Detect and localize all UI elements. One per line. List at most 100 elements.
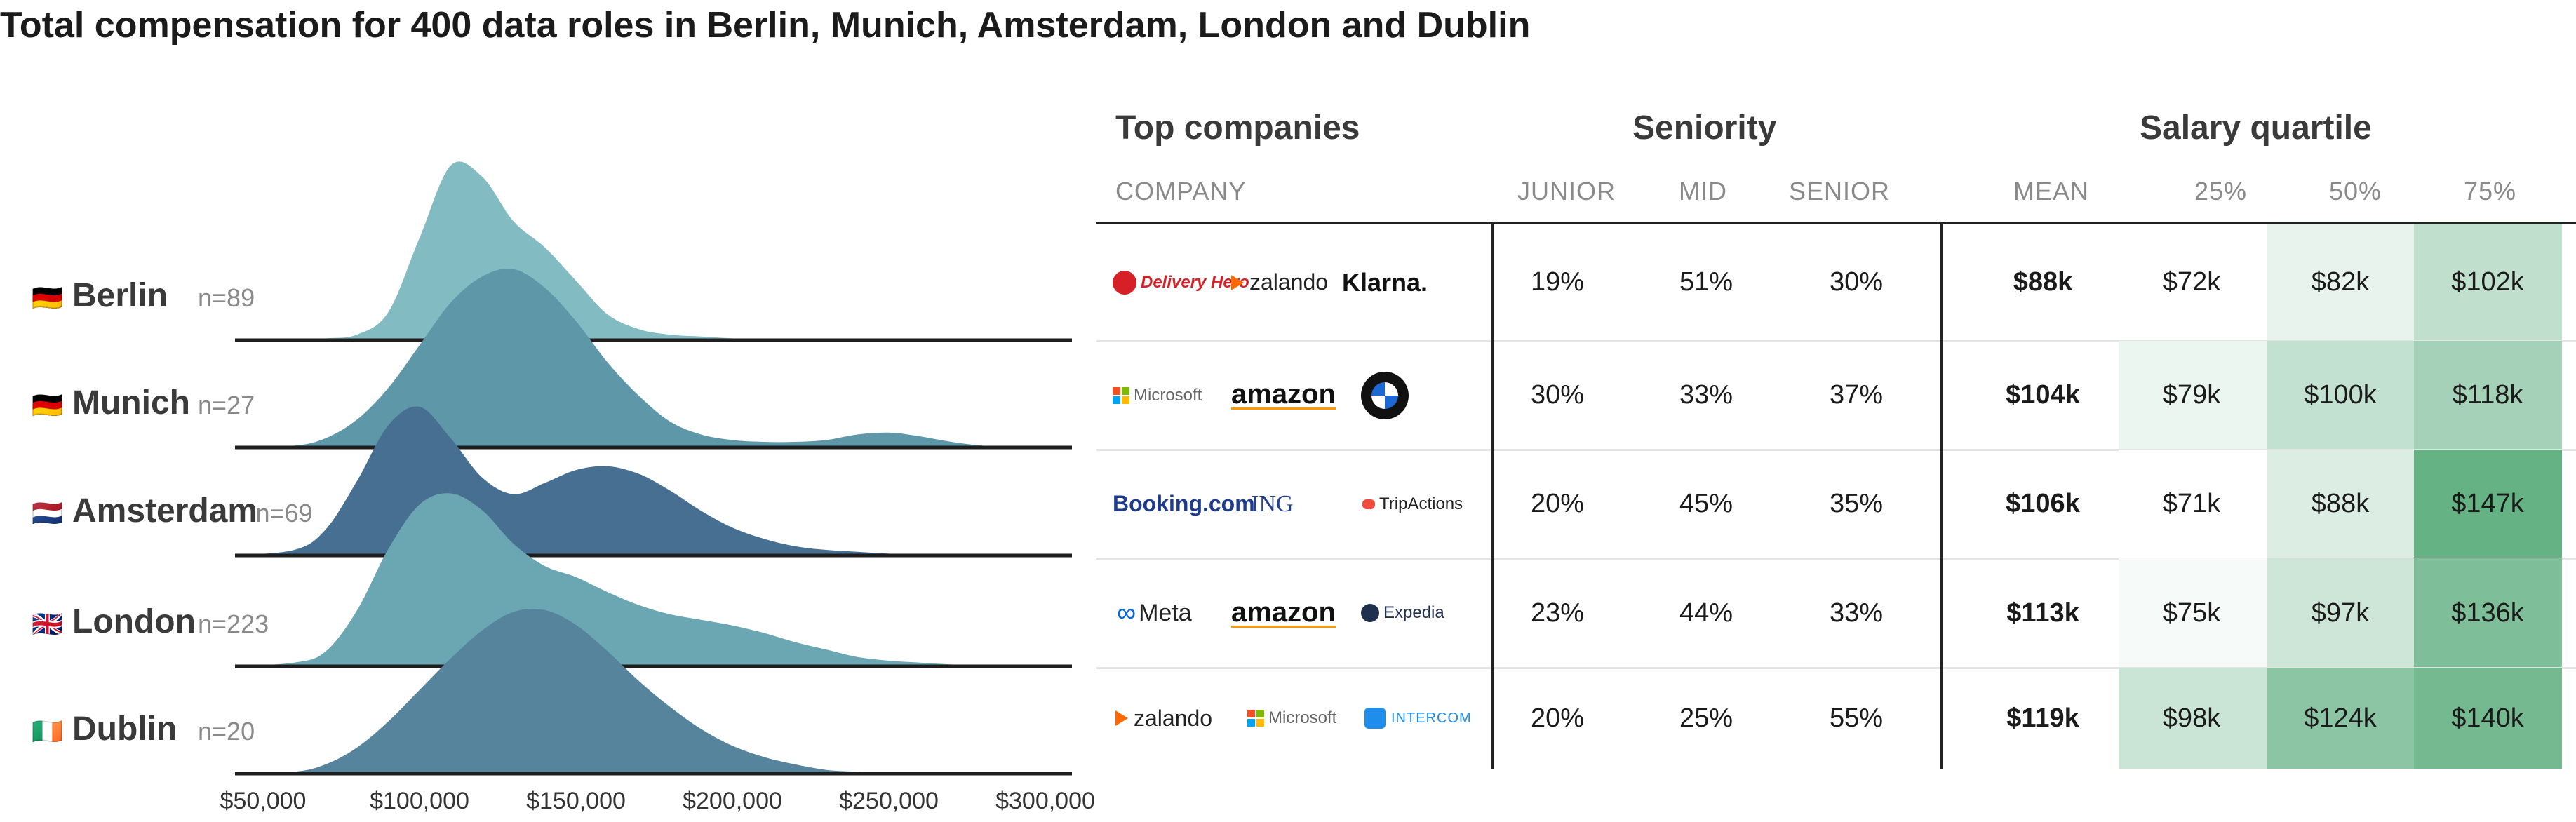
company-logo: amazon	[1231, 375, 1336, 417]
microsoft-icon	[1247, 710, 1264, 727]
cell-mid: 44%	[1679, 598, 1733, 628]
cell-junior: 20%	[1530, 489, 1585, 518]
cell-junior: 23%	[1530, 598, 1585, 628]
cell-junior: 30%	[1530, 380, 1585, 410]
heat-cell-bg	[2414, 450, 2562, 558]
col-company: COMPANY	[1115, 177, 1247, 206]
cell-q50: $100k	[2304, 380, 2377, 410]
row-divider	[1096, 558, 2576, 560]
row-divider	[1096, 340, 2576, 342]
delivery-hero-icon	[1113, 270, 1136, 295]
x-tick-label: $50,000	[220, 788, 307, 814]
city-name-berlin: Berlin	[72, 277, 168, 314]
cell-mean: $88k	[2013, 267, 2073, 297]
header-top-companies: Top companies	[1115, 109, 1360, 147]
cell-q75: $147k	[2451, 489, 2524, 518]
header-seniority: Seniority	[1632, 109, 1777, 147]
heat-cell-bg	[2119, 224, 2267, 341]
density-munich	[232, 268, 1077, 448]
cell-mean: $104k	[2006, 380, 2080, 410]
flag-dublin: 🇮🇪	[32, 717, 63, 746]
cell-q75: $140k	[2451, 703, 2524, 733]
cell-junior: 19%	[1530, 267, 1585, 297]
heat-cell-bg	[2267, 668, 2414, 769]
cell-q50: $124k	[2304, 703, 2377, 733]
company-logo: ING	[1251, 483, 1293, 525]
col-junior: JUNIOR	[1517, 177, 1616, 206]
company-name: zalando	[1249, 269, 1329, 295]
zalando-icon	[1231, 274, 1244, 290]
heat-cell-bg	[2267, 224, 2414, 341]
company-logo: Booking.com	[1113, 483, 1255, 525]
x-tick-label: $250,000	[839, 788, 939, 814]
tripactions-icon	[1362, 499, 1375, 509]
cell-senior: 37%	[1829, 380, 1884, 410]
heat-cell-bg	[2267, 558, 2414, 668]
col-mean: MEAN	[2013, 177, 2090, 206]
company-logo: zalando	[1231, 262, 1328, 304]
x-tick-label: $150,000	[526, 788, 626, 814]
flag-munich: 🇩🇪	[32, 391, 63, 420]
company-name: amazon	[1231, 379, 1336, 410]
company-logo: ∞ Meta	[1117, 592, 1192, 634]
company-logo: INTERCOM	[1364, 697, 1472, 739]
header-salary-quartile: Salary quartile	[2140, 109, 2372, 147]
meta-icon: ∞	[1117, 598, 1136, 628]
company-name: Expedia	[1383, 603, 1444, 622]
col-q25: 25%	[2194, 177, 2248, 206]
cell-mid: 25%	[1679, 703, 1733, 733]
col-mid: MID	[1679, 177, 1727, 206]
intercom-icon	[1364, 708, 1386, 729]
density-london	[232, 493, 1077, 667]
header-rule	[1096, 222, 2576, 224]
company-logo: BMW	[1361, 371, 1409, 419]
company-name: Meta	[1139, 599, 1192, 626]
cell-q25: $75k	[2162, 598, 2221, 628]
x-tick-label: $200,000	[683, 788, 782, 814]
company-name: Klarna.	[1342, 267, 1428, 297]
company-logo: Microsoft	[1247, 697, 1336, 739]
expedia-icon	[1361, 604, 1379, 622]
company-logo: Expedia	[1361, 592, 1444, 634]
chart-title: Total compensation for 400 data roles in…	[0, 5, 1531, 46]
heat-cell-bg	[2414, 341, 2562, 450]
company-logo: Klarna.	[1342, 262, 1428, 304]
row-divider	[1096, 667, 2576, 669]
company-name: INTERCOM	[1391, 710, 1472, 726]
divider-company	[1491, 222, 1494, 769]
heat-cell-bg	[2267, 450, 2414, 558]
city-name-amsterdam: Amsterdam	[72, 492, 257, 530]
sample-size-munich: n=27	[198, 391, 255, 419]
heat-cell-bg	[2119, 341, 2267, 450]
company-logo: zalando	[1115, 697, 1212, 739]
density-dublin	[232, 608, 1077, 774]
cell-q75: $102k	[2451, 267, 2524, 297]
heat-cell-bg	[2119, 558, 2267, 668]
sample-size-dublin: n=20	[198, 717, 255, 746]
cell-q25: $98k	[2162, 703, 2221, 733]
sample-size-london: n=223	[198, 609, 269, 638]
company-name: Delivery Hero	[1141, 272, 1249, 292]
cell-senior: 33%	[1829, 598, 1884, 628]
cell-senior: 35%	[1829, 489, 1884, 518]
col-q50: 50%	[2329, 177, 2382, 206]
company-name: zalando	[1134, 705, 1213, 731]
col-senior: SENIOR	[1789, 177, 1891, 206]
company-name: TripActions	[1379, 494, 1463, 513]
company-logo: amazon	[1231, 592, 1336, 634]
company-logo: TripActions	[1362, 483, 1463, 525]
cell-senior: 55%	[1829, 703, 1884, 733]
heat-cell-bg	[2414, 668, 2562, 769]
cell-q25: $72k	[2162, 267, 2221, 297]
cell-q50: $88k	[2311, 489, 2370, 518]
company-name: amazon	[1231, 596, 1336, 628]
city-name-dublin: Dublin	[72, 710, 177, 748]
flag-amsterdam: 🇳🇱	[32, 499, 63, 528]
row-divider	[1096, 449, 2576, 451]
col-q75: 75%	[2464, 177, 2517, 206]
company-logo: Microsoft	[1113, 375, 1202, 417]
city-name-london: London	[72, 603, 196, 640]
heat-cell-bg	[2267, 341, 2414, 450]
cell-mean: $119k	[2006, 703, 2079, 733]
cell-mid: 33%	[1679, 380, 1733, 410]
